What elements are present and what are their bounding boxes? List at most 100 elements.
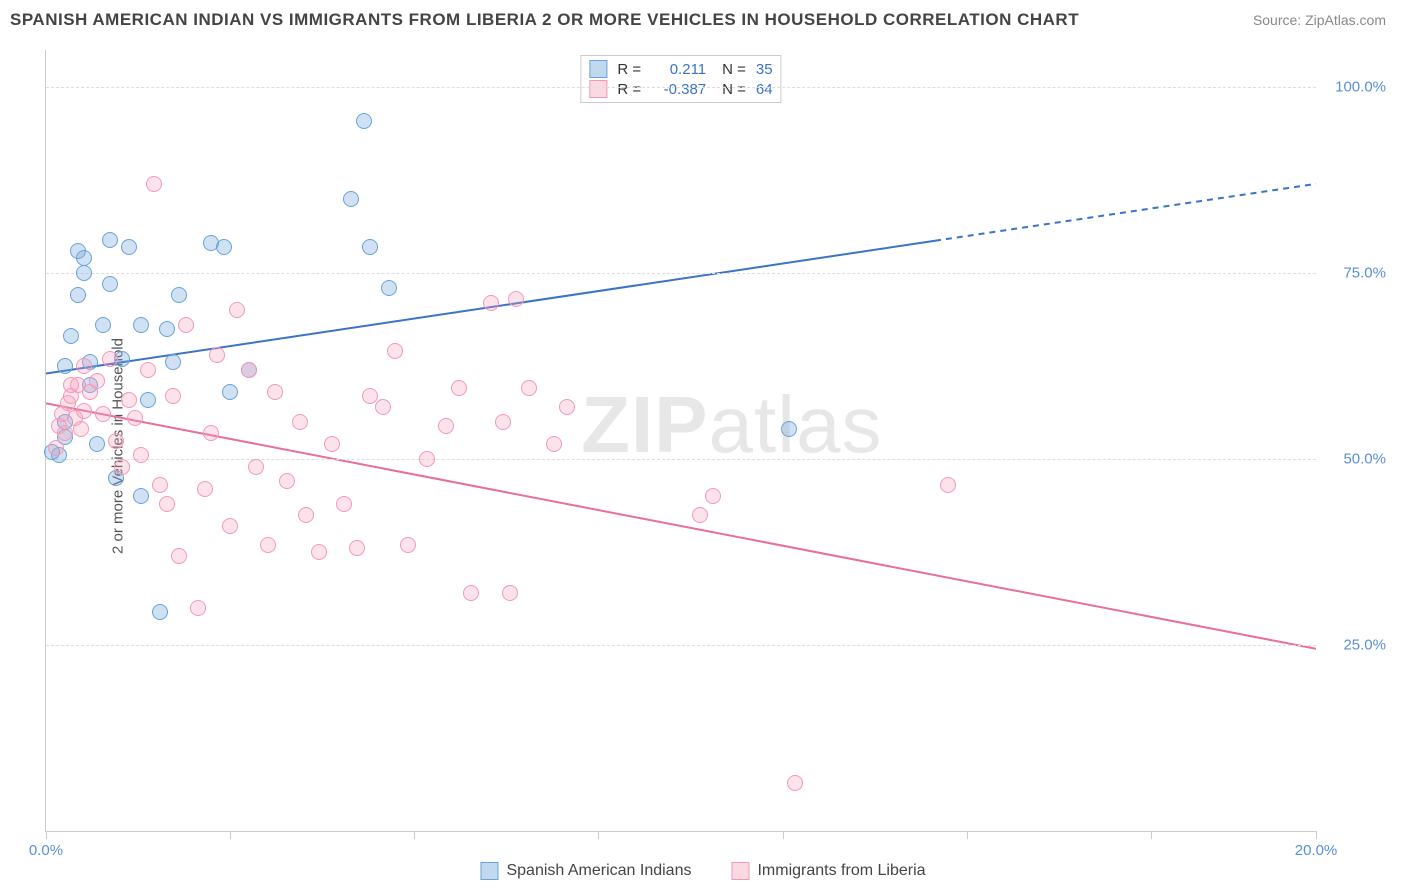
data-point [508,291,524,307]
data-point [375,399,391,415]
r-value-series-2: -0.387 [651,81,706,98]
gridline [46,273,1316,274]
legend-item-series-1: Spanish American Indians [480,862,691,880]
data-point [171,548,187,564]
chart-header: SPANISH AMERICAN INDIAN VS IMMIGRANTS FR… [0,0,1406,35]
data-point [76,250,92,266]
data-point [190,600,206,616]
data-point [76,358,92,374]
y-tick-label: 25.0% [1326,637,1386,654]
data-point [159,496,175,512]
data-point [76,265,92,281]
data-point [495,414,511,430]
data-point [165,354,181,370]
data-point [152,604,168,620]
data-point [133,488,149,504]
data-point [222,384,238,400]
gridline [46,87,1316,88]
watermark: ZIPatlas [581,379,882,471]
data-point [267,384,283,400]
x-tick [1151,831,1152,839]
data-point [102,351,118,367]
data-point [343,191,359,207]
legend-swatch-pink [731,862,749,880]
data-point [57,425,73,441]
data-point [438,418,454,434]
data-point [781,421,797,437]
trend-line-dashed [935,184,1316,241]
data-point [292,414,308,430]
y-tick-label: 100.0% [1326,79,1386,96]
scatter-chart: ZIPatlas R = 0.211 N = 35 R = -0.387 N =… [45,50,1316,832]
data-point [400,537,416,553]
data-point [311,544,327,560]
data-point [559,399,575,415]
data-point [787,775,803,791]
data-point [260,537,276,553]
data-point [356,113,372,129]
legend-row-series-2: R = -0.387 N = 64 [589,79,772,99]
data-point [102,232,118,248]
data-point [940,477,956,493]
data-point [349,540,365,556]
data-point [362,239,378,255]
data-point [63,377,79,393]
data-point [70,287,86,303]
data-point [419,451,435,467]
data-point [178,317,194,333]
data-point [521,380,537,396]
trend-lines [46,50,1316,831]
legend-row-series-1: R = 0.211 N = 35 [589,59,772,79]
data-point [133,447,149,463]
x-tick [230,831,231,839]
data-point [381,280,397,296]
data-point [463,585,479,601]
x-tick [967,831,968,839]
data-point [502,585,518,601]
data-point [121,239,137,255]
data-point [705,488,721,504]
chart-title: SPANISH AMERICAN INDIAN VS IMMIGRANTS FR… [10,10,1079,30]
data-point [57,358,73,374]
data-point [248,459,264,475]
data-point [197,481,213,497]
x-tick [783,831,784,839]
legend-label-series-2: Immigrants from Liberia [757,862,925,880]
data-point [203,425,219,441]
data-point [121,392,137,408]
data-point [165,388,181,404]
source-attribution: Source: ZipAtlas.com [1253,12,1386,28]
data-point [140,392,156,408]
y-tick-label: 50.0% [1326,451,1386,468]
correlation-legend: R = 0.211 N = 35 R = -0.387 N = 64 [580,55,781,103]
legend-swatch-blue [589,60,607,78]
data-point [336,496,352,512]
data-point [76,403,92,419]
y-tick-label: 75.0% [1326,265,1386,282]
legend-label-series-1: Spanish American Indians [506,862,691,880]
x-tick [414,831,415,839]
data-point [146,176,162,192]
gridline [46,645,1316,646]
data-point [127,410,143,426]
legend-swatch-pink [589,80,607,98]
data-point [298,507,314,523]
data-point [73,421,89,437]
data-point [222,518,238,534]
data-point [48,440,64,456]
data-point [133,317,149,333]
x-tick [598,831,599,839]
n-value-series-1: 35 [756,61,773,78]
data-point [692,507,708,523]
data-point [387,343,403,359]
data-point [324,436,340,452]
x-tick-label: 0.0% [29,842,63,859]
data-point [483,295,499,311]
r-value-series-1: 0.211 [651,61,706,78]
data-point [209,347,225,363]
data-point [114,459,130,475]
data-point [241,362,257,378]
data-point [95,406,111,422]
x-tick [1316,831,1317,839]
data-point [95,317,111,333]
